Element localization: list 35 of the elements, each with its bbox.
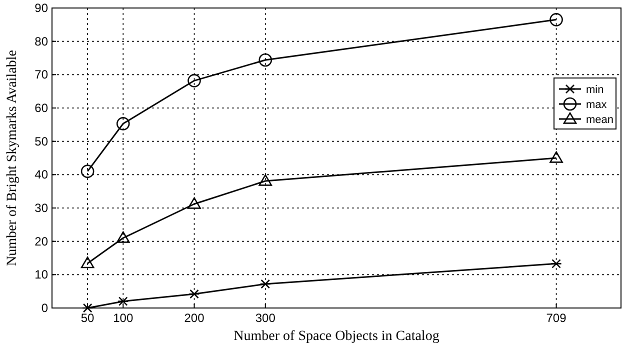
y-tick-label: 70 <box>34 68 48 82</box>
x-axis-title: Number of Space Objects in Catalog <box>234 329 440 344</box>
point <box>80 164 94 178</box>
point <box>258 53 272 67</box>
point <box>188 197 201 209</box>
x-tick-label: 709 <box>546 311 567 325</box>
y-tick-label: 50 <box>34 134 48 148</box>
x-tick-label: 50 <box>80 311 95 325</box>
y-axis-title: Number of Bright Skymarks Available <box>5 50 20 266</box>
point <box>80 256 94 268</box>
point <box>116 231 130 243</box>
point <box>550 151 563 163</box>
y-tick-label: 60 <box>34 101 48 115</box>
x-tick-label: 300 <box>255 311 276 325</box>
point <box>550 13 563 26</box>
point <box>188 74 201 88</box>
point <box>258 174 272 186</box>
y-tick-label: 0 <box>41 301 48 315</box>
point <box>116 117 130 130</box>
legend-label: mean <box>586 114 614 126</box>
legend-label: max <box>586 99 608 111</box>
x-tick-label: 200 <box>184 311 205 325</box>
y-tick-label: 30 <box>34 201 48 215</box>
x-tick-label: 100 <box>113 311 134 325</box>
y-tick-label: 90 <box>34 1 48 15</box>
point <box>188 289 200 299</box>
y-tick-label: 40 <box>34 168 48 182</box>
point <box>82 303 94 313</box>
y-tick-label: 20 <box>34 234 48 248</box>
point <box>260 279 272 289</box>
y-tick-label: 80 <box>34 34 48 48</box>
legend-label: min <box>586 84 604 96</box>
point <box>550 259 562 268</box>
y-tick-label: 10 <box>34 268 48 282</box>
point <box>117 296 129 306</box>
